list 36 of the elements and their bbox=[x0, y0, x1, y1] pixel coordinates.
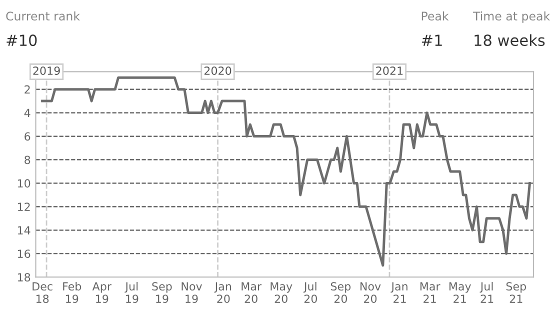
y-tick-label: 18 bbox=[18, 273, 30, 282]
x-tick-label: Jul 20 bbox=[303, 282, 317, 304]
text: Time at peak bbox=[472, 11, 550, 23]
x-tick-label: Nov 20 bbox=[360, 282, 381, 304]
x-tick-label: Mar 21 bbox=[420, 282, 440, 303]
y-tick-label: 2 bbox=[24, 85, 30, 94]
y-tick-label: 4 bbox=[24, 108, 30, 118]
y-tick-label: 10 bbox=[18, 179, 30, 188]
y-tick-label: 14 bbox=[18, 226, 30, 234]
ref-line-label: 2019 bbox=[33, 66, 60, 75]
x-tick-label: Jan 21 bbox=[390, 282, 408, 303]
x-tick-label: Feb 19 bbox=[63, 282, 82, 304]
x-tick-label: Dec 18 bbox=[32, 282, 52, 304]
text: Peak bbox=[422, 11, 449, 21]
y-tick-label: 8 bbox=[24, 156, 30, 164]
x-tick-label: Sep 19 bbox=[152, 282, 172, 304]
x-tick-label: Sep 20 bbox=[330, 282, 351, 304]
y-tick-label: 6 bbox=[24, 132, 30, 141]
text: Current rank bbox=[6, 11, 80, 21]
ref-line-label: 2020 bbox=[204, 66, 232, 75]
x-tick-label: Apr 19 bbox=[92, 282, 112, 304]
x-tick-label: May 20 bbox=[270, 282, 292, 304]
ref-line-label: 2021 bbox=[376, 66, 403, 75]
x-tick-label: Jul 19 bbox=[124, 282, 138, 304]
x-tick-label: Mar 20 bbox=[242, 282, 262, 304]
x-tick-label: Sep 21 bbox=[506, 282, 526, 303]
y-tick-label: 16 bbox=[18, 250, 30, 258]
x-tick-label: Nov 19 bbox=[182, 282, 202, 304]
text: #10 bbox=[6, 34, 37, 46]
x-tick-label: May 21 bbox=[449, 282, 471, 303]
y-tick-label: 12 bbox=[18, 202, 30, 211]
text: #1 bbox=[422, 34, 442, 46]
text: 18 weeks bbox=[474, 34, 545, 46]
line-series bbox=[41, 76, 531, 267]
x-tick-label: Jan 20 bbox=[214, 282, 232, 304]
x-tick-label: Jul 21 bbox=[480, 282, 494, 303]
